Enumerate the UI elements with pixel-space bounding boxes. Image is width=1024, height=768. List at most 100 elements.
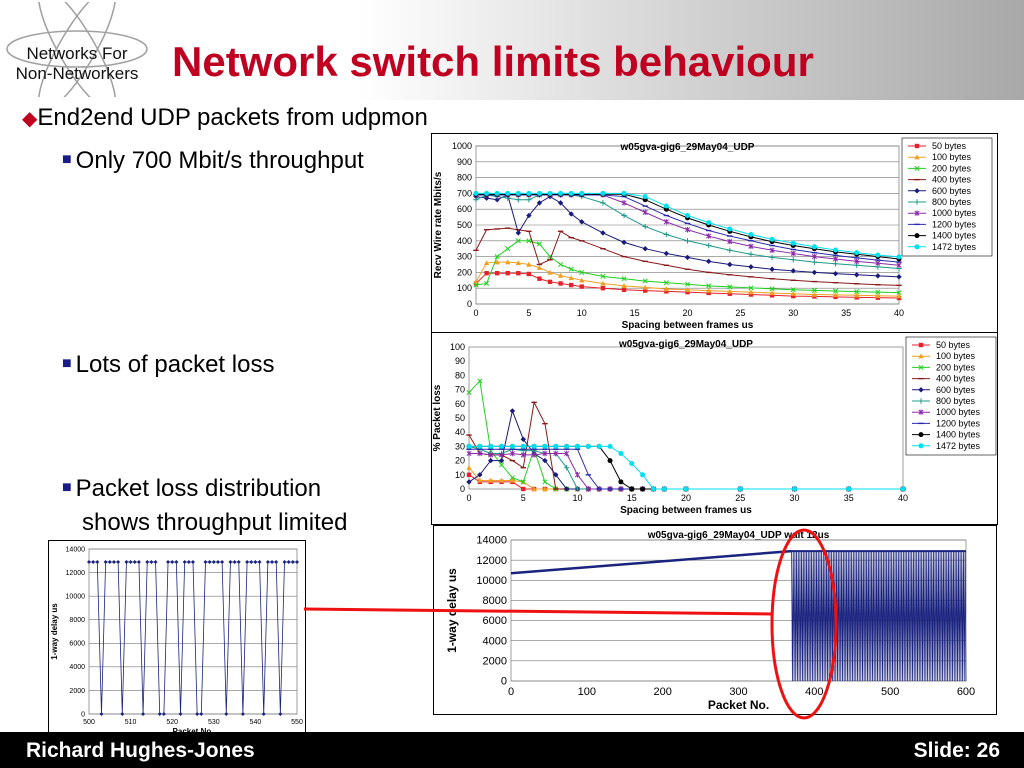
y-tick-label: 70 <box>455 385 465 395</box>
data-point <box>574 486 581 492</box>
data-point <box>900 486 906 492</box>
data-point <box>488 443 494 449</box>
legend-label: 1200 bytes <box>932 219 977 229</box>
sub-bullet-2: ■ Lots of packet loss <box>62 347 274 382</box>
logo-text: Networks For Non-Networkers <box>2 44 152 84</box>
x-tick-label: 520 <box>166 719 178 726</box>
data-point <box>261 712 266 716</box>
data-point <box>663 280 669 286</box>
data-point <box>663 286 670 292</box>
data-point <box>621 200 627 206</box>
legend-label: 200 bytes <box>932 163 972 173</box>
data-point <box>174 559 179 564</box>
legend-label: 400 bytes <box>932 175 972 185</box>
data-point <box>685 289 690 295</box>
data-point <box>684 238 691 244</box>
data-point <box>161 712 166 716</box>
y-tick-label: 4000 <box>69 664 85 671</box>
data-point <box>240 712 245 716</box>
data-point <box>466 443 472 449</box>
legend-marker <box>918 432 924 438</box>
data-point <box>790 257 796 263</box>
data-point <box>574 472 581 478</box>
square-bullet-icon: ■ <box>62 479 72 496</box>
data-point <box>568 282 574 288</box>
x-tick-label: 40 <box>894 308 904 318</box>
series-0 <box>473 270 902 301</box>
legend-marker <box>914 188 920 194</box>
data-point <box>564 443 570 449</box>
data-point <box>706 233 712 239</box>
x-tick-label: 20 <box>681 493 691 503</box>
data-point <box>290 559 295 564</box>
data-point <box>191 559 195 564</box>
data-point <box>278 712 283 716</box>
data-point <box>748 231 754 237</box>
data-point <box>558 281 563 286</box>
data-point <box>727 247 733 253</box>
data-point <box>811 269 818 276</box>
data-point <box>563 465 570 471</box>
data-point <box>600 273 606 279</box>
data-point <box>473 282 479 288</box>
data-point <box>466 389 472 395</box>
one-way-delay-zoom-chart: 0 2000 4000 6000 8000 10000 12000 14000 500 510 52… <box>48 540 306 742</box>
x-tick-label: 0 <box>508 686 514 698</box>
x-tick-label: 10 <box>577 308 587 318</box>
legend-marker <box>914 154 920 160</box>
data-point <box>515 190 521 196</box>
data-point <box>727 284 733 290</box>
delay-series <box>510 549 967 682</box>
x-tick-label: 500 <box>881 686 899 698</box>
data-point <box>791 293 796 299</box>
y-tick-label: 600 <box>457 204 472 214</box>
data-point <box>557 272 564 278</box>
data-point <box>811 253 817 260</box>
data-point <box>207 559 212 564</box>
data-point <box>195 712 200 716</box>
legend-marker <box>914 233 920 239</box>
data-point <box>270 559 275 564</box>
data-point <box>663 231 670 238</box>
data-point <box>136 559 141 564</box>
data-point <box>99 712 104 716</box>
data-point <box>727 288 733 294</box>
x-axis-label: Spacing between frames us <box>620 505 752 516</box>
x-tick-label: 400 <box>805 686 823 698</box>
data-point <box>488 477 494 483</box>
data-point <box>579 269 585 275</box>
data-point <box>215 559 220 564</box>
data-point <box>498 457 505 464</box>
data-point <box>515 197 521 203</box>
header-background <box>0 0 1024 100</box>
data-point <box>640 472 646 478</box>
y-tick-label: 700 <box>457 188 472 198</box>
data-point <box>650 486 656 492</box>
data-point <box>509 475 515 481</box>
data-point <box>727 261 733 268</box>
legend-label: 400 bytes <box>936 374 976 384</box>
data-point <box>790 250 796 257</box>
data-point <box>87 559 91 564</box>
data-point <box>600 286 606 291</box>
slide-title: Network switch limits behaviour <box>172 38 814 85</box>
data-point <box>769 286 775 292</box>
legend-label: 800 bytes <box>932 197 972 207</box>
data-point <box>95 559 100 564</box>
x-tick-label: 5 <box>526 308 531 318</box>
data-point <box>568 275 574 281</box>
x-tick-label: 15 <box>627 493 637 503</box>
data-point <box>621 190 627 196</box>
legend-marker <box>918 364 924 370</box>
data-point <box>748 243 754 250</box>
data-point <box>553 450 559 457</box>
data-point <box>494 190 500 196</box>
data-point <box>558 190 564 196</box>
data-point <box>509 477 516 483</box>
x-tick-label: 10 <box>572 493 582 503</box>
data-point <box>170 559 175 564</box>
data-point <box>498 462 505 468</box>
data-point <box>178 712 183 716</box>
data-point <box>832 261 839 267</box>
data-point <box>811 287 817 293</box>
